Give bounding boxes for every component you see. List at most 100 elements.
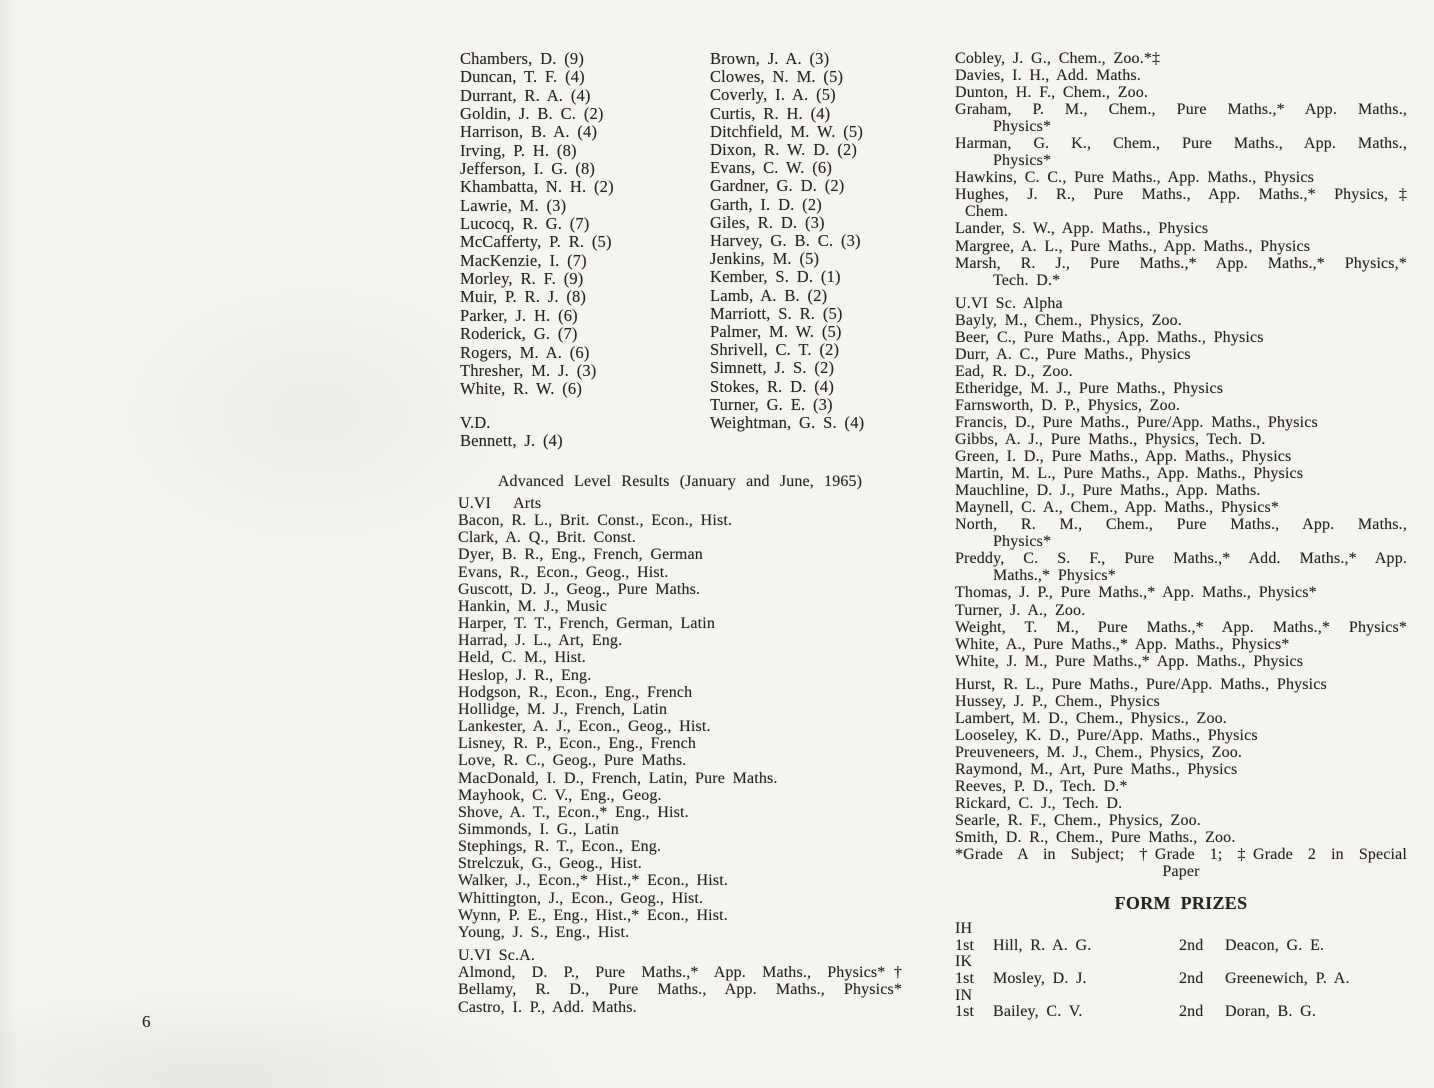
result-line: Durrant, R. A. (4) (460, 85, 591, 105)
result-line: Walker, J., Econ.,* Hist.,* Econ., Hist. (458, 872, 728, 890)
result-line: North, R. M., Chem., Pure Maths., App. M… (955, 516, 1407, 534)
result-line: Weightman, G. S. (4) (710, 413, 865, 433)
result-line: Tech. D.* (993, 271, 1061, 289)
result-line: Green, I. D., Pure Maths., App. Maths., … (955, 448, 1292, 466)
result-line: Strelczuk, G., Geog., Hist. (458, 855, 642, 873)
result-line: Francis, D., Pure Maths., Pure/App. Math… (955, 413, 1318, 431)
result-line: Looseley, K. D., Pure/App. Maths., Physi… (955, 726, 1258, 744)
result-line: Margree, A. L., Pure Maths., App. Maths.… (955, 237, 1311, 255)
result-line: Bayly, M., Chem., Physics, Zoo. (955, 311, 1182, 329)
result-line: Duncan, T. F. (4) (460, 67, 585, 87)
prize-row: 1st Mosley, D. J. 2nd Greenewich, P. A. (955, 970, 1407, 988)
result-line: Goldin, J. B. C. (2) (460, 104, 604, 124)
prize-position: 2nd (1179, 936, 1204, 954)
result-line: Harman, G. K., Chem., Pure Maths., App. … (955, 135, 1407, 153)
result-line: Physics* (993, 152, 1052, 170)
result-line: Gibbs, A. J., Pure Maths., Physics, Tech… (955, 431, 1266, 449)
result-line: Durr, A. C., Pure Maths., Physics (955, 345, 1191, 363)
result-line: Simmonds, I. G., Latin (458, 820, 619, 838)
result-line: Roderick, G. (7) (460, 324, 578, 344)
footnote-line: *Grade A in Subject; †Grade 1; ‡Grade 2 … (955, 846, 1407, 864)
prize-position: 1st (955, 1003, 975, 1021)
result-line: Hurst, R. L., Pure Maths., Pure/App. Mat… (955, 675, 1327, 693)
result-line: Hollidge, M. J., French, Latin (458, 700, 668, 718)
result-line: Guscott, D. J., Geog., Pure Maths. (458, 580, 701, 598)
page-number: 6 (142, 1012, 151, 1031)
result-line: Dixon, R. W. D. (2) (710, 140, 858, 160)
result-line: Hawkins, C. C., Pure Maths., App. Maths.… (955, 169, 1314, 187)
result-line: Davies, I. H., Add. Maths. (955, 67, 1141, 85)
result-line: Lankester, A. J., Econ., Geog., Hist. (458, 718, 711, 736)
prize-winner: Mosley, D. J. (993, 970, 1087, 988)
result-line: Love, R. C., Geog., Pure Maths. (458, 752, 687, 770)
result-line: Almond, D. P., Pure Maths.,* App. Maths.… (458, 964, 902, 982)
result-line: Wynn, P. E., Eng., Hist.,* Econ., Hist. (458, 906, 728, 924)
result-line: Maynell, C. A., Chem., App. Maths., Phys… (955, 499, 1280, 517)
result-line: Young, J. S., Eng., Hist. (458, 923, 630, 941)
result-line: Hankin, M. J., Music (458, 597, 608, 615)
prize-winner: Deacon, G. E. (1225, 936, 1325, 954)
result-line: Lander, S. W., App. Maths., Physics (955, 220, 1209, 238)
result-line: Maths.,* Physics* (993, 567, 1116, 585)
advanced-level-title: Advanced Level Results (January and June… (497, 473, 863, 490)
result-line: Cobley, J. G., Chem., Zoo.*‡ (955, 50, 1161, 67)
result-line: Chem. (965, 203, 1008, 221)
result-line: Chambers, D. (9) (460, 49, 584, 68)
result-line: Heslop, J. R., Eng. (458, 666, 592, 684)
result-line: Clowes, N. M. (5) (710, 67, 844, 87)
result-line: Lamb, A. B. (2) (710, 285, 828, 305)
prize-row: 1st Bailey, C. V. 2nd Doran, B. G. (955, 1004, 1407, 1021)
result-line: Muir, P. R. J. (8) (460, 287, 587, 307)
result-line: Reeves, P. D., Tech. D.* (955, 777, 1128, 795)
result-line: Etheridge, M. J., Pure Maths., Physics (955, 379, 1224, 397)
result-line: Irving, P. H. (8) (460, 140, 577, 160)
result-line: Raymond, M., Art, Pure Maths., Physics (955, 760, 1238, 778)
result-line: Hodgson, R., Econ., Eng., French (458, 683, 693, 701)
result-line: Lawrie, M. (3) (460, 195, 567, 215)
result-line: Lambert, M. D., Chem., Physics., Zoo. (955, 709, 1227, 727)
result-line: Turner, J. A., Zoo. (955, 601, 1086, 619)
result-line: Martin, M. L., Pure Maths., App. Maths.,… (955, 465, 1304, 483)
result-line: Jenkins, M. (5) (710, 249, 820, 269)
result-line: Marriott, S. R. (5) (710, 303, 843, 323)
result-line: Clark, A. Q., Brit. Const. (458, 529, 636, 547)
form-label: IN (955, 986, 973, 1004)
section-heading: U.VI Arts (458, 495, 542, 512)
result-line: White, A., Pure Maths.,* App. Maths., Ph… (955, 635, 1290, 653)
result-line: Parker, J. H. (6) (460, 305, 578, 325)
result-line: Shove, A. T., Econ.,* Eng., Hist. (458, 803, 689, 821)
prize-winner: Bailey, C. V. (993, 1003, 1083, 1021)
prize-winner: Greenewich, P. A. (1225, 970, 1350, 988)
result-line: Mauchline, D. J., Pure Maths., App. Math… (955, 482, 1261, 500)
result-line: White, J. M., Pure Maths.,* App. Maths.,… (955, 652, 1304, 670)
vd-section: V.D. Bennett, J. (4) (460, 413, 712, 451)
result-line: Rogers, M. A. (6) (460, 342, 590, 362)
form-prizes-rows: IH 1st Hill, R. A. G. 2nd Deacon, G. E. IK 1st… (955, 921, 1407, 1021)
result-line: Searle, R. F., Chem., Physics, Zoo. (955, 812, 1201, 830)
result-line: Rickard, C. J., Tech. D. (955, 795, 1123, 813)
result-line: Hughes, J. R., Pure Maths., App. Maths.,… (955, 186, 1407, 204)
advanced-level-section: Advanced Level Results (January and June… (458, 472, 902, 1016)
result-line: Dunton, H. F., Chem., Zoo. (955, 84, 1149, 102)
result-line: MacDonald, I. D., French, Latin, Pure Ma… (458, 769, 778, 787)
footnote-line: Paper (1162, 863, 1200, 881)
result-line: Smith, D. R., Chem., Pure Maths., Zoo. (955, 829, 1236, 847)
form-label: IH (955, 920, 973, 938)
result-line: Bennett, J. (4) (460, 431, 563, 451)
advanced-level-left-list: U.VI Arts Bacon, R. L., Brit. Const., Eco… (458, 495, 902, 1016)
result-line: Stephings, R. T., Econ., Eng. (458, 838, 662, 856)
result-line: Physics* (993, 533, 1052, 551)
result-line: Harrad, J. L., Art, Eng. (458, 632, 623, 650)
result-line: Preuveneers, M. J., Chem., Physics, Zoo. (955, 743, 1243, 761)
result-line: Evans, C. W. (6) (710, 158, 832, 178)
result-line: Evans, R., Econ., Geog., Hist. (458, 563, 669, 581)
prize-winner: Hill, R. A. G. (993, 936, 1092, 954)
result-line: Giles, R. D. (3) (710, 212, 825, 232)
result-line: Weight, T. M., Pure Maths.,* App. Maths.… (955, 618, 1407, 636)
vd-entries: Bennett, J. (4) (460, 431, 712, 451)
section-heading: U.VI Sc.A. (458, 947, 535, 965)
result-line: Beer, C., Pure Maths., App. Maths., Phys… (955, 328, 1264, 346)
prize-position: 2nd (1179, 970, 1204, 988)
result-line: Thresher, M. J. (3) (460, 360, 597, 380)
